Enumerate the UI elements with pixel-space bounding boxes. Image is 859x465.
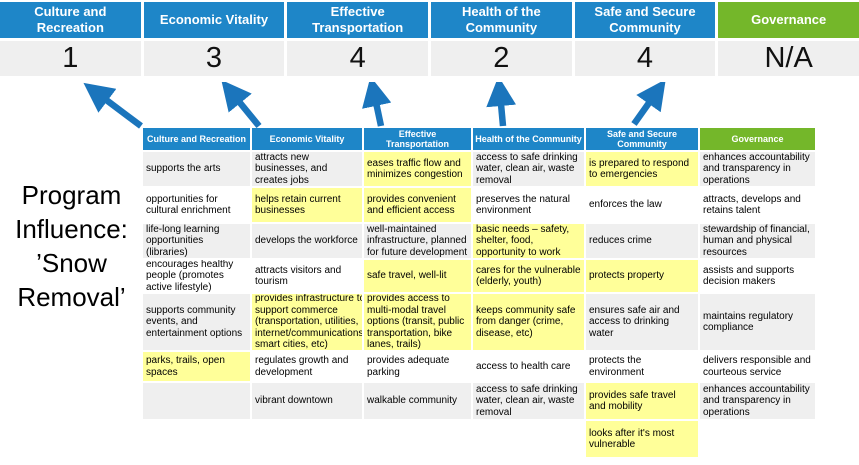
matrix-cell: assists and supports decision makers (700, 260, 815, 292)
program-label-line: ’Snow (36, 248, 107, 278)
summary-header-cell: Culture and Recreation (0, 2, 141, 38)
matrix-cell: maintains regulatory compliance (700, 294, 815, 350)
matrix-cell: parks, trails, open spaces (143, 352, 250, 381)
matrix-cell (700, 421, 815, 457)
matrix-cell: encourages healthy people (promotes acti… (143, 260, 250, 292)
matrix-header-cell: Health of the Community (473, 128, 584, 150)
matrix-cell: eases traffic flow and minimizes congest… (364, 152, 471, 186)
matrix-header-cell: Economic Vitality (252, 128, 362, 150)
matrix-table: Culture and Recreation Economic Vitality E… (143, 128, 815, 457)
matrix-cell: life-long learning opportunities (librar… (143, 224, 250, 258)
program-label-line: Influence: (15, 214, 128, 244)
matrix-cell: well-maintained infrastructure, planned … (364, 224, 471, 258)
matrix-cell: regulates growth and development (252, 352, 362, 381)
matrix-cell: keeps community safe from danger (crime,… (473, 294, 584, 350)
matrix-cell: attracts new businesses, and creates job… (252, 152, 362, 186)
matrix-cell: access to safe drinking water, clean air… (473, 152, 584, 186)
up-arrow-icon (486, 76, 517, 127)
summary-header-cell: Economic Vitality (143, 2, 285, 38)
matrix-cell: walkable community (364, 383, 471, 419)
summary-band: Culture and Recreation Economic Vitality E… (0, 2, 859, 76)
matrix-cell: reduces crime (586, 224, 698, 258)
program-label-line: Program (21, 180, 122, 210)
matrix-header-cell: Effective Transportation (364, 128, 471, 150)
matrix-cell: protects the environment (586, 352, 698, 381)
up-arrow-icon (362, 76, 392, 127)
matrix-cell: attracts visitors and tourism (252, 260, 362, 292)
matrix-cell: cares for the vulnerable (elderly, youth… (473, 260, 584, 292)
up-left-arrow-icon (83, 82, 143, 129)
matrix-cell (473, 421, 584, 457)
matrix-cell: attracts, develops and retains talent (700, 188, 815, 222)
summary-value-cell: 2 (431, 41, 572, 76)
matrix-cell: basic needs – safety, shelter, food, opp… (473, 224, 584, 258)
matrix-cell: supports community events, and entertain… (143, 294, 250, 350)
matrix-cell (252, 421, 362, 457)
matrix-cell: provides convenient and efficient access (364, 188, 471, 222)
matrix-cell: enforces the law (586, 188, 698, 222)
program-label-line: Removal’ (17, 282, 126, 312)
summary-header-cell: Governance (718, 2, 859, 38)
arrow-band (0, 76, 859, 132)
summary-value-cell: 1 (0, 41, 141, 76)
matrix-cell: provides safe travel and mobility (586, 383, 698, 419)
summary-value-cell: 3 (143, 41, 285, 76)
summary-value-cell: 4 (287, 41, 428, 76)
matrix-cell: is prepared to respond to emergencies (586, 152, 698, 186)
matrix-cell: provides adequate parking (364, 352, 471, 381)
program-influence-label: Program Influence: ’Snow Removal’ (0, 178, 143, 314)
matrix-cell: enhances accountability and transparency… (700, 152, 815, 186)
summary-header-cell: Effective Transportation (287, 2, 428, 38)
summary-value-row: 1 3 4 2 4 N/A (0, 41, 859, 76)
matrix-cell: enhances accountability and transparency… (700, 383, 815, 419)
matrix-cell: protects property (586, 260, 698, 292)
matrix-cell: provides infrastructure to support comme… (252, 294, 362, 350)
matrix-cell: stewardship of financial, human and phys… (700, 224, 815, 258)
matrix-cell: helps retain current businesses (252, 188, 362, 222)
matrix-cell (143, 383, 250, 419)
matrix-cell: ensures safe air and access to drinking … (586, 294, 698, 350)
matrix-cell: opportunities for cultural enrichment (143, 188, 250, 222)
matrix-cell: access to safe drinking water, clean air… (473, 383, 584, 419)
summary-value-cell: N/A (718, 41, 859, 76)
matrix-cell: vibrant downtown (252, 383, 362, 419)
up-right-arrow-icon (631, 79, 666, 126)
matrix-cell (364, 421, 471, 457)
matrix-header-cell: Safe and Secure Community (586, 128, 698, 150)
matrix-header-cell: Culture and Recreation (143, 128, 250, 150)
matrix-cell: access to health care (473, 352, 584, 381)
up-left-arrow-icon (221, 79, 262, 129)
matrix-cell: looks after it's most vulnerable (586, 421, 698, 457)
summary-header-cell: Health of the Community (431, 2, 572, 38)
matrix-cell (143, 421, 250, 457)
matrix-cell: develops the workforce (252, 224, 362, 258)
matrix-cell: provides access to multi-modal travel op… (364, 294, 471, 350)
matrix-cell: preserves the natural environment (473, 188, 584, 222)
up-arrows-graphic (83, 76, 666, 129)
summary-header-row: Culture and Recreation Economic Vitality E… (0, 2, 859, 38)
summary-header-cell: Safe and Secure Community (574, 2, 716, 38)
matrix-cell: delivers responsible and courteous servi… (700, 352, 815, 381)
matrix-cell: supports the arts (143, 152, 250, 186)
matrix-header-cell: Governance (700, 128, 815, 150)
matrix-cell: safe travel, well-lit (364, 260, 471, 292)
summary-value-cell: 4 (574, 41, 716, 76)
